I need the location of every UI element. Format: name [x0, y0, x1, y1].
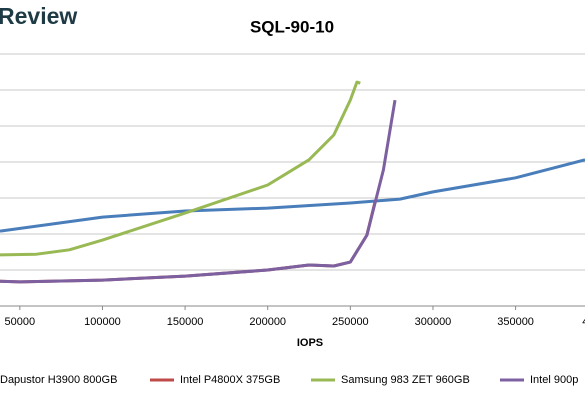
- x-tick-label: 350000: [497, 316, 534, 328]
- chart-title: SQL-90-10: [250, 17, 334, 36]
- legend-label: Dapustor H3900 800GB: [0, 374, 117, 386]
- x-tick-label: 150000: [167, 316, 204, 328]
- x-tick-label: 50000: [5, 316, 36, 328]
- x-axis-label: IOPS: [297, 337, 323, 349]
- series-line: [0, 158, 585, 233]
- x-tick-label: 200000: [249, 316, 286, 328]
- brand: Review: [0, 3, 77, 29]
- series-line: [0, 99, 397, 284]
- series-line: [0, 80, 361, 257]
- legend-label: Samsung 983 ZET 960GB: [341, 374, 470, 386]
- x-tick-label: 4: [582, 316, 585, 328]
- x-tick-label: 250000: [332, 316, 369, 328]
- legend-label: Intel 900p: [530, 374, 578, 386]
- x-tick-label: 300000: [415, 316, 452, 328]
- x-tick-label: 100000: [84, 316, 121, 328]
- legend-label: Intel P4800X 375GB: [180, 374, 280, 386]
